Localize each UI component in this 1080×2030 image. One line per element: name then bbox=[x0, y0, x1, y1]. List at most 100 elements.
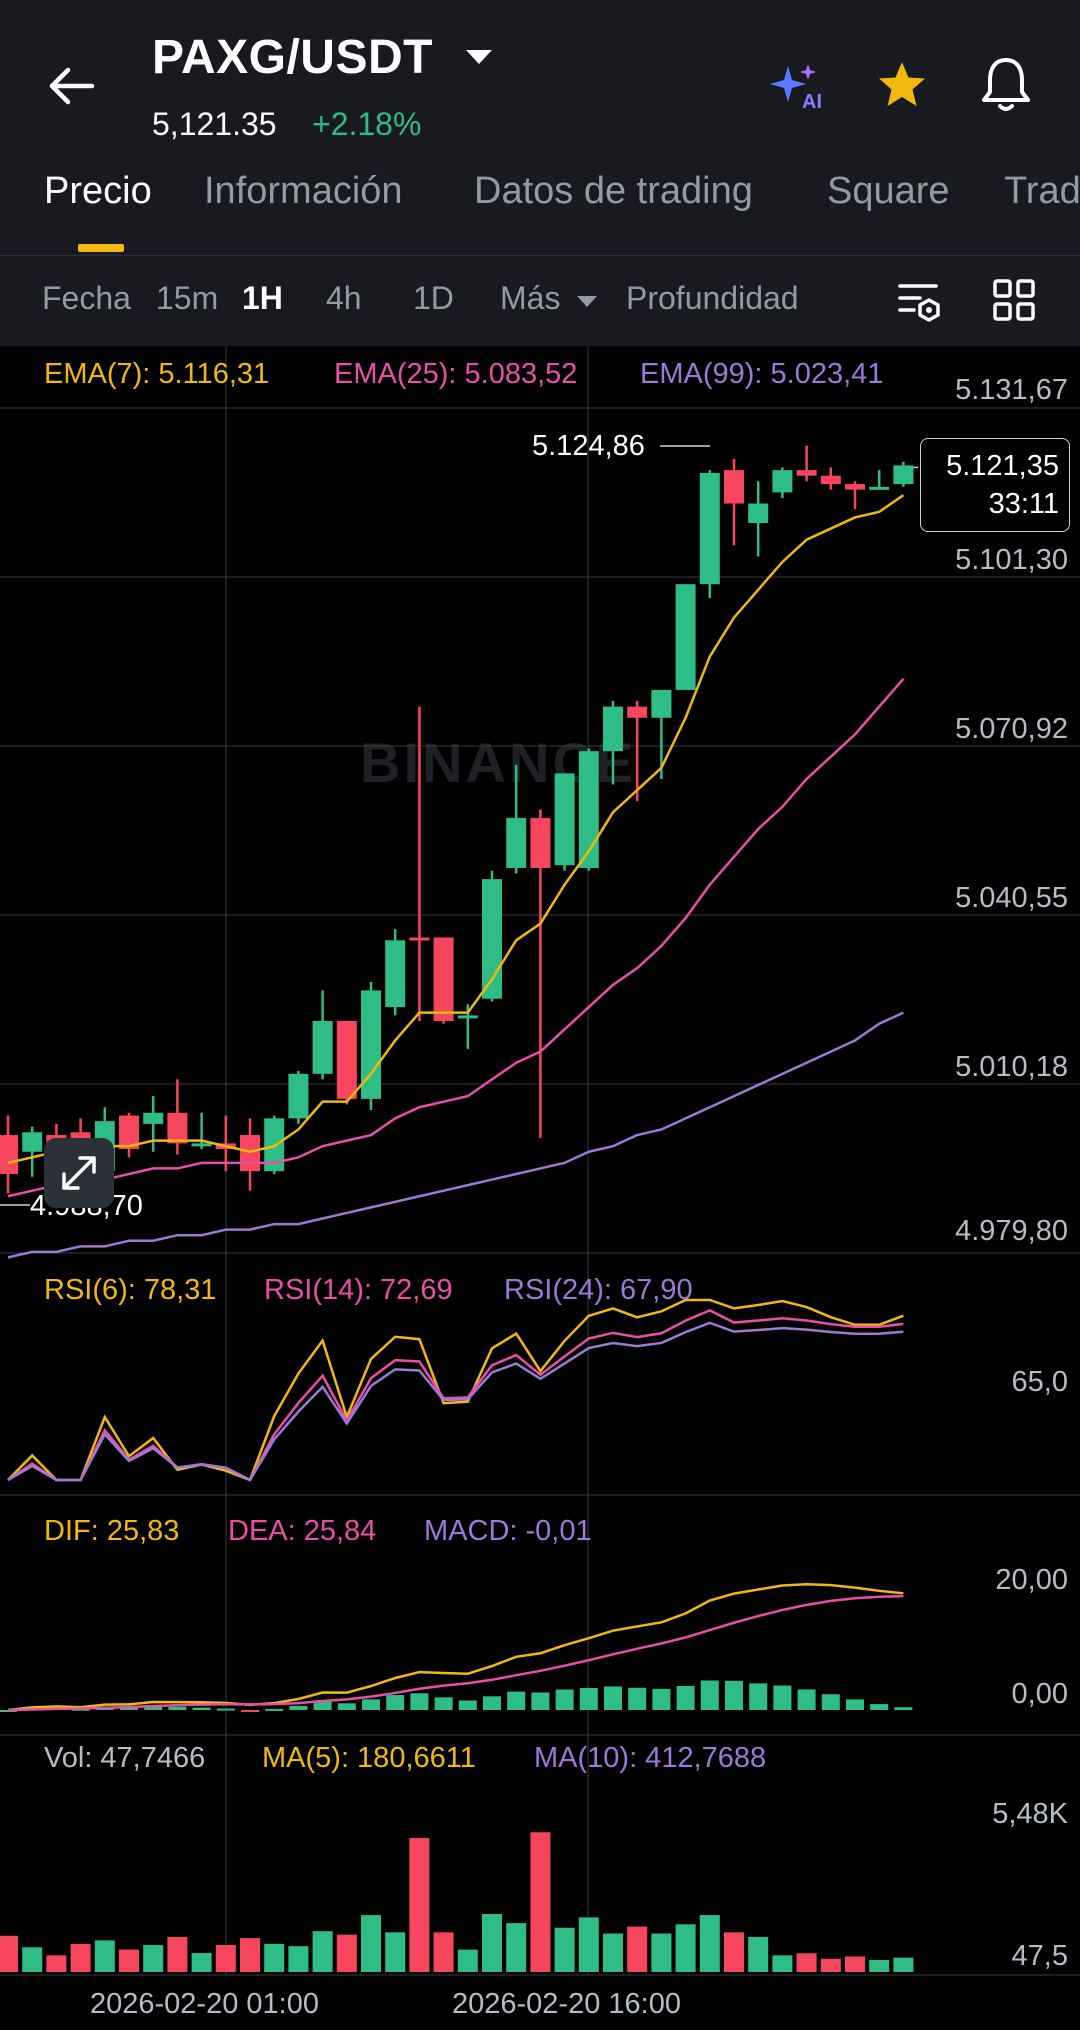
volume-bar bbox=[336, 1934, 357, 1972]
bell-icon[interactable] bbox=[976, 54, 1036, 116]
star-icon[interactable] bbox=[872, 56, 932, 116]
volume-bar bbox=[845, 1956, 865, 1972]
volume-bar bbox=[70, 1943, 91, 1972]
pair-title[interactable]: PAXG/USDT bbox=[152, 31, 433, 84]
pair-dropdown-icon[interactable] bbox=[466, 50, 492, 64]
volume-bar bbox=[457, 1949, 478, 1972]
volume-bar bbox=[796, 1953, 817, 1972]
rsi-line bbox=[7, 1298, 904, 1482]
macd-histogram-bar bbox=[362, 1699, 380, 1710]
macd-histogram-bar bbox=[289, 1705, 308, 1710]
macd-histogram-bar bbox=[507, 1691, 526, 1710]
tab-precio[interactable]: Precio bbox=[44, 170, 152, 212]
timeframe-15m[interactable]: 15m bbox=[156, 280, 219, 316]
ema99-label: EMA(99): 5.023,41 bbox=[640, 358, 884, 390]
volume-bar bbox=[0, 1935, 18, 1972]
candle-body bbox=[554, 773, 575, 866]
price-axis-label: 4.979,80 bbox=[955, 1215, 1068, 1247]
rsi-line bbox=[7, 1321, 904, 1482]
volume-bar bbox=[361, 1915, 381, 1972]
ai-sparkle-icon[interactable]: AI bbox=[768, 62, 828, 112]
macd-histogram-bar bbox=[870, 1704, 889, 1710]
macd-histogram-bar bbox=[265, 1708, 284, 1711]
candle-body bbox=[336, 1020, 357, 1099]
timeframe-bar: Fecha 15m 1H 4h 1D Más Profundidad bbox=[0, 255, 1080, 346]
dif-line bbox=[7, 1582, 904, 1712]
volume-bar bbox=[627, 1926, 648, 1972]
volume-bar bbox=[482, 1913, 502, 1972]
candle-body bbox=[530, 817, 551, 868]
back-arrow-icon[interactable] bbox=[44, 62, 100, 110]
volume-bar bbox=[554, 1927, 575, 1972]
expand-chart-button[interactable] bbox=[44, 1138, 114, 1208]
candle-body bbox=[143, 1112, 164, 1124]
macd-histogram-bar bbox=[797, 1689, 816, 1710]
price-axis-label: 5.070,92 bbox=[955, 713, 1068, 745]
macd-histogram-bar bbox=[216, 1708, 235, 1711]
volume-bar bbox=[748, 1936, 769, 1972]
price-axis-label: 5.010,18 bbox=[955, 1051, 1068, 1083]
mas-dropdown-icon[interactable] bbox=[577, 296, 597, 307]
header: PAXG/USDT 5,121.35 +2.18% AI Precio Info… bbox=[0, 0, 1080, 255]
timeframe-1h[interactable]: 1H bbox=[242, 280, 283, 316]
candle-body bbox=[409, 937, 430, 941]
macd-histogram-bar bbox=[410, 1693, 429, 1710]
indicator-settings-icon[interactable] bbox=[896, 278, 944, 326]
candle-body bbox=[796, 470, 817, 476]
timeframe-4h[interactable]: 4h bbox=[326, 280, 362, 316]
rsi14-label: RSI(14): 72,69 bbox=[264, 1274, 453, 1306]
last-price: 5,121.35 bbox=[152, 106, 277, 142]
candle-body bbox=[119, 1115, 139, 1149]
dea-line bbox=[7, 1594, 904, 1712]
candle-body bbox=[893, 465, 914, 485]
volume-bar bbox=[772, 1955, 793, 1972]
macd-histogram-bar bbox=[168, 1706, 187, 1710]
price-axis-label: 5.040,55 bbox=[955, 882, 1068, 914]
macd-histogram-bar bbox=[676, 1685, 695, 1710]
volume-bar bbox=[143, 1945, 164, 1972]
macd-histogram-bar bbox=[120, 1707, 138, 1710]
ema7-label: EMA(7): 5.116,31 bbox=[44, 358, 270, 390]
price-axis-label: 5.101,30 bbox=[955, 544, 1068, 576]
candle-countdown: 33:11 bbox=[988, 488, 1059, 520]
macd-histogram-bar bbox=[604, 1686, 622, 1710]
ema99-line bbox=[7, 1011, 904, 1259]
tab-datos-de-trading[interactable]: Datos de trading bbox=[474, 170, 753, 212]
layout-grid-icon[interactable] bbox=[992, 278, 1036, 322]
chart-area[interactable] bbox=[0, 346, 1080, 2020]
x-axis-date: 2026-02-20 16:00 bbox=[452, 1988, 681, 2020]
volume-bar bbox=[530, 1832, 551, 1972]
svg-text:AI: AI bbox=[802, 91, 822, 112]
tab-trading[interactable]: Trad bbox=[1004, 170, 1080, 212]
tab-informacion[interactable]: Información bbox=[204, 170, 403, 212]
macd-histogram-bar bbox=[773, 1685, 792, 1710]
timeframe-mas[interactable]: Más bbox=[500, 280, 561, 316]
ma10-label: MA(10): 412,7688 bbox=[534, 1742, 767, 1774]
tab-square[interactable]: Square bbox=[827, 170, 950, 212]
candle-body bbox=[578, 751, 599, 868]
timeframe-1d[interactable]: 1D bbox=[413, 280, 454, 316]
volume-bar bbox=[215, 1945, 236, 1972]
dea-label: DEA: 25,84 bbox=[228, 1515, 377, 1547]
candle-body bbox=[772, 470, 793, 493]
rsi6-label: RSI(6): 78,31 bbox=[44, 1274, 217, 1306]
macd-histogram-bar bbox=[458, 1700, 477, 1710]
macd-histogram-bar bbox=[483, 1696, 501, 1710]
volume-bar bbox=[699, 1915, 720, 1972]
price-axis-label: 5.131,67 bbox=[955, 374, 1068, 406]
candle-body bbox=[748, 503, 769, 524]
macd-histogram-bar bbox=[555, 1689, 574, 1710]
candle-body bbox=[288, 1073, 309, 1119]
candle-body bbox=[385, 940, 406, 1008]
dif-label: DIF: 25,83 bbox=[44, 1515, 180, 1547]
volume-bar bbox=[94, 1940, 115, 1972]
volume-bar bbox=[409, 1838, 430, 1972]
volume-bar bbox=[167, 1936, 188, 1972]
macd-histogram-bar bbox=[192, 1707, 211, 1710]
depth-tab[interactable]: Profundidad bbox=[626, 280, 799, 316]
candle-body bbox=[506, 817, 527, 868]
rsi24-label: RSI(24): 67,90 bbox=[504, 1274, 693, 1306]
volume-bar bbox=[312, 1931, 333, 1972]
timeframe-fecha[interactable]: Fecha bbox=[42, 280, 131, 316]
